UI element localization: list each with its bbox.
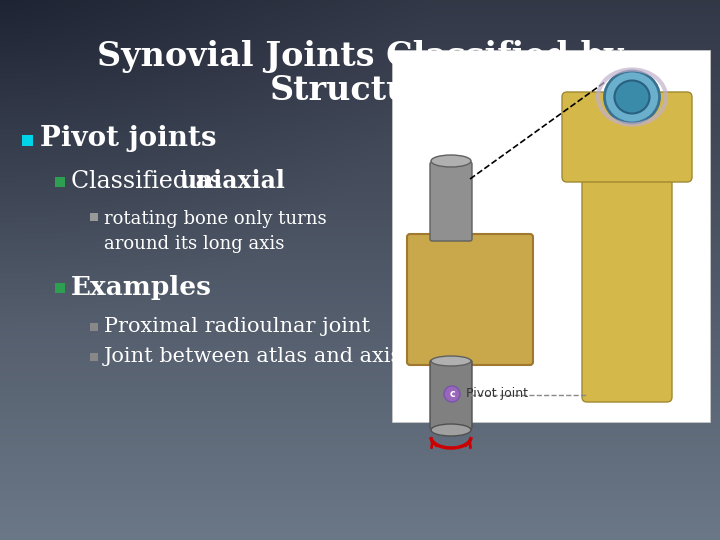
Circle shape — [444, 386, 460, 402]
Text: c: c — [449, 389, 455, 399]
Ellipse shape — [431, 424, 471, 436]
Bar — [392, 50, 710, 422]
Bar — [90, 213, 98, 221]
FancyBboxPatch shape — [430, 162, 472, 241]
Ellipse shape — [431, 356, 471, 366]
FancyBboxPatch shape — [407, 234, 533, 365]
Text: Classified as: Classified as — [71, 170, 229, 192]
Text: Pivot joints: Pivot joints — [40, 125, 217, 152]
Ellipse shape — [614, 80, 649, 113]
Ellipse shape — [605, 71, 660, 123]
Text: Joint between atlas and axis: Joint between atlas and axis — [104, 347, 402, 366]
Text: Pivot joint: Pivot joint — [466, 388, 528, 401]
FancyBboxPatch shape — [562, 92, 692, 182]
Bar — [90, 323, 98, 331]
Bar — [90, 353, 98, 361]
Bar — [55, 283, 65, 293]
Ellipse shape — [431, 155, 471, 167]
Text: uniaxial: uniaxial — [179, 169, 285, 193]
Bar — [55, 177, 65, 187]
Text: Structure: Structure — [270, 74, 450, 107]
Bar — [22, 134, 33, 145]
FancyBboxPatch shape — [430, 360, 472, 429]
Text: rotating bone only turns
around its long axis: rotating bone only turns around its long… — [104, 210, 327, 253]
Text: Synovial Joints Classified by: Synovial Joints Classified by — [96, 40, 624, 73]
Text: Examples: Examples — [71, 274, 212, 300]
FancyBboxPatch shape — [582, 112, 672, 402]
Text: Proximal radioulnar joint: Proximal radioulnar joint — [104, 316, 370, 335]
